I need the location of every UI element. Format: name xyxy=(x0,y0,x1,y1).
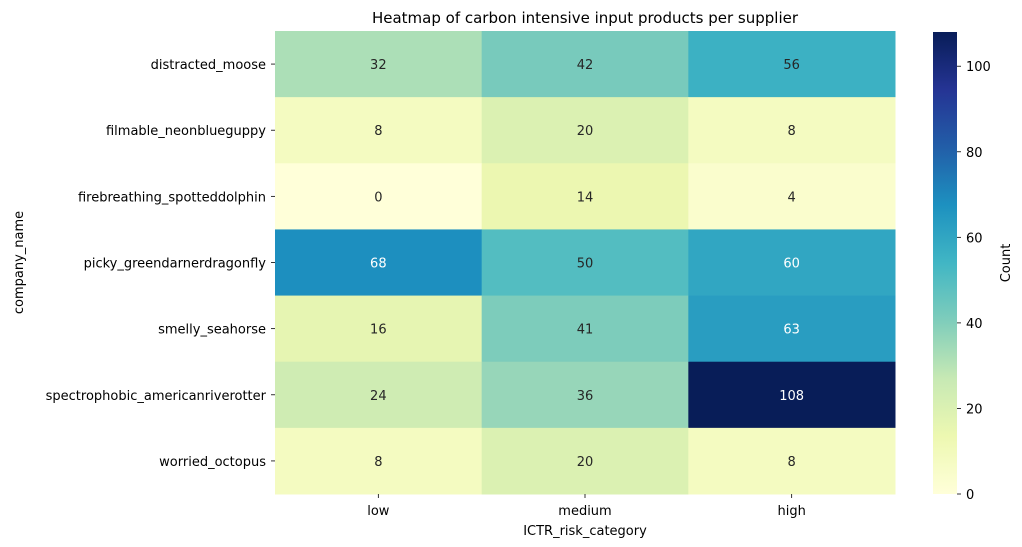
cell-value-label: 108 xyxy=(779,389,804,404)
heatmap-cell xyxy=(688,295,896,363)
heatmap-cell xyxy=(275,295,483,363)
heatmap-cell xyxy=(481,361,689,429)
cell-value-label: 42 xyxy=(577,58,594,73)
heatmap-cell xyxy=(688,361,896,429)
cell-value-label: 4 xyxy=(788,190,796,205)
x-tick-labels: low medium high xyxy=(367,494,806,519)
heatmap-cell xyxy=(688,97,896,164)
heatmap-cell xyxy=(275,427,483,495)
cell-value-label: 68 xyxy=(370,257,387,272)
heatmap-cell xyxy=(481,163,689,230)
colorbar: 0 20 40 60 80 100 Count xyxy=(933,32,1014,503)
cell-value-label: 60 xyxy=(783,257,800,272)
colorbar-label: Count xyxy=(999,244,1014,283)
cell-value-label: 8 xyxy=(374,455,382,470)
heatmap-cell xyxy=(688,229,896,297)
cell-value-label: 63 xyxy=(783,323,800,338)
cell-value-label: 56 xyxy=(783,58,800,73)
y-tick-label: spectrophobic_americanriverotter xyxy=(46,389,267,404)
y-tick-label: filmable_neonblueguppy xyxy=(106,124,266,139)
y-tick-labels: distracted_moose filmable_neonblueguppyfi… xyxy=(46,58,275,470)
heatmap-cell xyxy=(688,427,896,495)
colorbar-gradient xyxy=(933,32,957,494)
heatmap-cell xyxy=(481,31,689,98)
heatmap-cell xyxy=(481,97,689,164)
cell-value-label: 41 xyxy=(577,323,594,338)
colorbar-tick-label: 40 xyxy=(966,317,983,332)
heatmap-cell xyxy=(275,97,483,164)
x-tick-label: medium xyxy=(558,504,611,519)
heatmap-cell xyxy=(275,31,483,98)
heatmap-cells: 32 42 56 8 20 8 0 14 4 68 50 60 16 41 63 24 36 108 8 20 8 xyxy=(275,31,896,495)
colorbar-tick-label: 100 xyxy=(966,60,991,75)
cell-value-label: 20 xyxy=(577,455,594,470)
colorbar-tick-label: 60 xyxy=(966,231,983,246)
y-axis-label: company_name xyxy=(12,211,27,314)
cell-value-label: 0 xyxy=(374,190,382,205)
cell-value-label: 24 xyxy=(370,389,387,404)
y-tick-label: picky_greendarnerdragonfly xyxy=(84,257,267,272)
heatmap-cell xyxy=(688,163,896,230)
cell-value-label: 8 xyxy=(788,455,796,470)
colorbar-tick-label: 0 xyxy=(966,488,974,503)
colorbar-ticks: 0 20 40 60 80 100 xyxy=(957,60,991,503)
cell-value-label: 36 xyxy=(577,389,594,404)
colorbar-tick-label: 80 xyxy=(966,146,983,161)
cell-value-label: 20 xyxy=(577,124,594,139)
x-tick-label: low xyxy=(367,504,390,519)
heatmap-cell xyxy=(275,163,483,230)
x-axis-label: ICTR_risk_category xyxy=(523,524,647,539)
cell-value-label: 8 xyxy=(374,124,382,139)
heatmap-cell xyxy=(481,229,689,297)
cell-value-label: 50 xyxy=(577,257,594,272)
heatmap-cell xyxy=(275,361,483,429)
cell-value-label: 14 xyxy=(577,190,594,205)
chart-title: Heatmap of carbon intensive input produc… xyxy=(372,9,799,27)
y-tick-label: distracted_moose xyxy=(151,58,266,73)
x-tick-label: high xyxy=(777,504,805,519)
y-tick-label: firebreathing_spotteddolphin xyxy=(78,190,266,205)
heatmap-cell xyxy=(481,427,689,495)
y-tick-label: smelly_seahorse xyxy=(158,323,266,338)
y-tick-label: worried_octopus xyxy=(159,455,266,470)
cell-value-label: 32 xyxy=(370,58,387,73)
cell-value-label: 8 xyxy=(788,124,796,139)
heatmap-cell xyxy=(275,229,483,297)
heatmap-cell xyxy=(688,31,896,98)
colorbar-tick-label: 20 xyxy=(966,402,983,417)
cell-value-label: 16 xyxy=(370,323,387,338)
heatmap-cell xyxy=(481,295,689,363)
